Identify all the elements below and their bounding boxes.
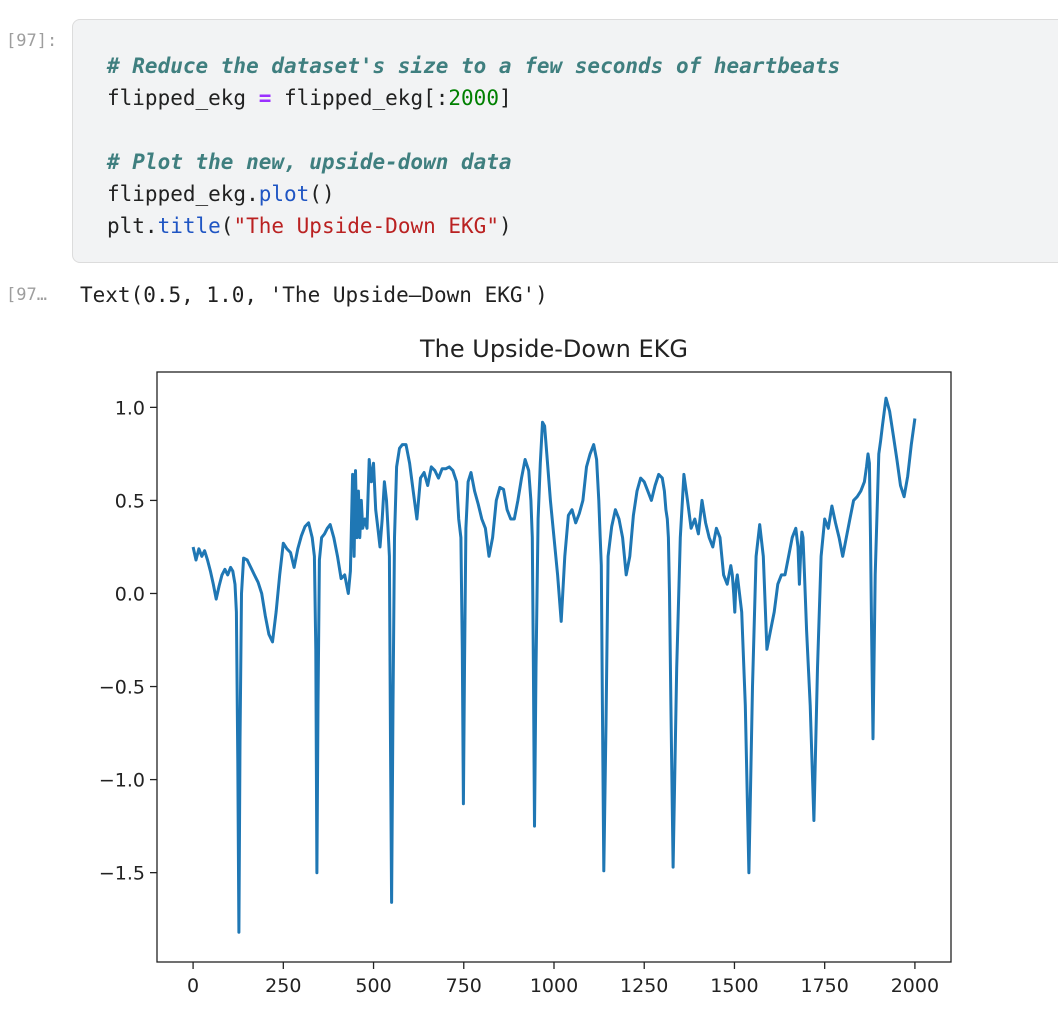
x-tick-label: 0	[187, 975, 199, 997]
code-text: flipped_ekg[:	[271, 86, 449, 110]
code-text: flipped_ekg.	[107, 182, 259, 206]
code-text: plt.	[107, 214, 158, 238]
code-line-comment-1: # Reduce the dataset's size to a few sec…	[107, 50, 840, 82]
code-line-title: plt.title("The Upside-Down EKG")	[107, 210, 840, 242]
y-tick-label: −1.5	[99, 863, 145, 885]
y-tick-label: −1.0	[99, 770, 145, 792]
output-text: Text(0.5, 1.0, 'The Upside–Down EKG')	[80, 283, 548, 307]
x-tick-label: 1500	[710, 975, 758, 997]
y-tick-label: −0.5	[99, 677, 145, 699]
y-tick-label: 0.0	[115, 583, 145, 605]
y-axis: 1.0 0.5 0.0 −0.5 −1.0 −1.5	[99, 397, 157, 885]
code-text: ()	[309, 182, 335, 206]
x-tick-label: 750	[446, 975, 482, 997]
x-tick-label: 1750	[801, 975, 849, 997]
code-string: "The Upside-Down EKG"	[233, 214, 499, 238]
code-line-blank	[107, 114, 840, 146]
chart-title: The Upside-Down EKG	[419, 335, 688, 363]
y-tick-label: 1.0	[115, 397, 145, 419]
code-text: ]	[498, 86, 512, 110]
code-function: plot	[258, 182, 310, 206]
output-prompt: [97…	[6, 285, 47, 305]
x-tick-label: 2000	[891, 975, 939, 997]
input-prompt: [97]:	[6, 31, 58, 51]
code-number: 2000	[448, 86, 499, 110]
x-tick-label: 250	[265, 975, 301, 997]
y-tick-label: 0.5	[115, 490, 145, 512]
x-tick-label: 1250	[620, 975, 668, 997]
code-comment: # Reduce the dataset's size to a few sec…	[107, 54, 841, 78]
x-tick-label: 500	[355, 975, 391, 997]
x-axis: 0 250 500 750 1000 1250 1500 1750 2000	[187, 962, 939, 997]
code-text: )	[498, 214, 512, 238]
plot-area	[157, 372, 951, 962]
code-comment: # Plot the new, upside-down data	[107, 150, 512, 174]
code-line-comment-2: # Plot the new, upside-down data	[107, 146, 840, 178]
x-tick-label: 1000	[530, 975, 578, 997]
code-var: flipped_ekg	[107, 86, 259, 110]
code-function: title	[157, 214, 221, 238]
series-line	[191, 396, 917, 934]
code-cell[interactable]: # Reduce the dataset's size to a few sec…	[72, 19, 1058, 263]
code-line-plot: flipped_ekg.plot()	[107, 178, 840, 210]
code-operator: =	[258, 86, 272, 110]
code-text: (	[220, 214, 234, 238]
code-line-assign: flipped_ekg = flipped_ekg[:2000]	[107, 82, 840, 114]
ekg-line-chart: The Upside-Down EKG 0 250 500 750 1000 1250 15…	[99, 335, 952, 997]
plot-frame	[156, 371, 952, 963]
code-editor[interactable]: # Reduce the dataset's size to a few sec…	[107, 50, 840, 242]
